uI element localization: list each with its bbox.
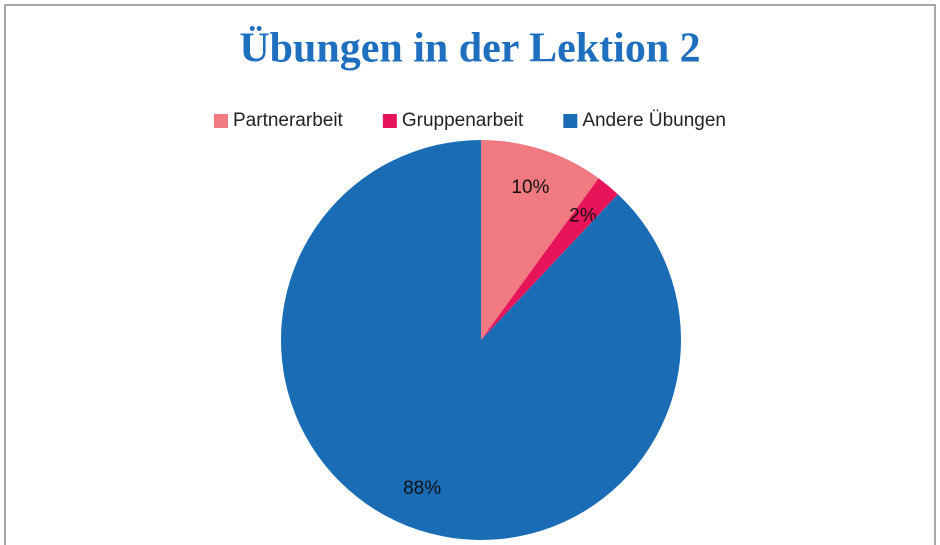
data-label: 10% [511, 177, 549, 198]
legend-swatch [214, 114, 229, 128]
legend-label: Partnerarbeit [233, 110, 344, 131]
legend-swatch [563, 114, 578, 128]
chart-title: Übungen in der Lektion 2 [239, 26, 700, 72]
chart-border [4, 4, 936, 545]
pie-slice [481, 140, 599, 340]
legend-swatch [382, 114, 397, 128]
data-label: 2% [569, 206, 597, 227]
pie-slice [481, 178, 618, 340]
pie-slice [280, 140, 682, 540]
data-label: 88% [403, 478, 441, 499]
legend-label: Andere Übungen [582, 110, 726, 131]
legend-label: Gruppenarbeit [402, 110, 524, 131]
